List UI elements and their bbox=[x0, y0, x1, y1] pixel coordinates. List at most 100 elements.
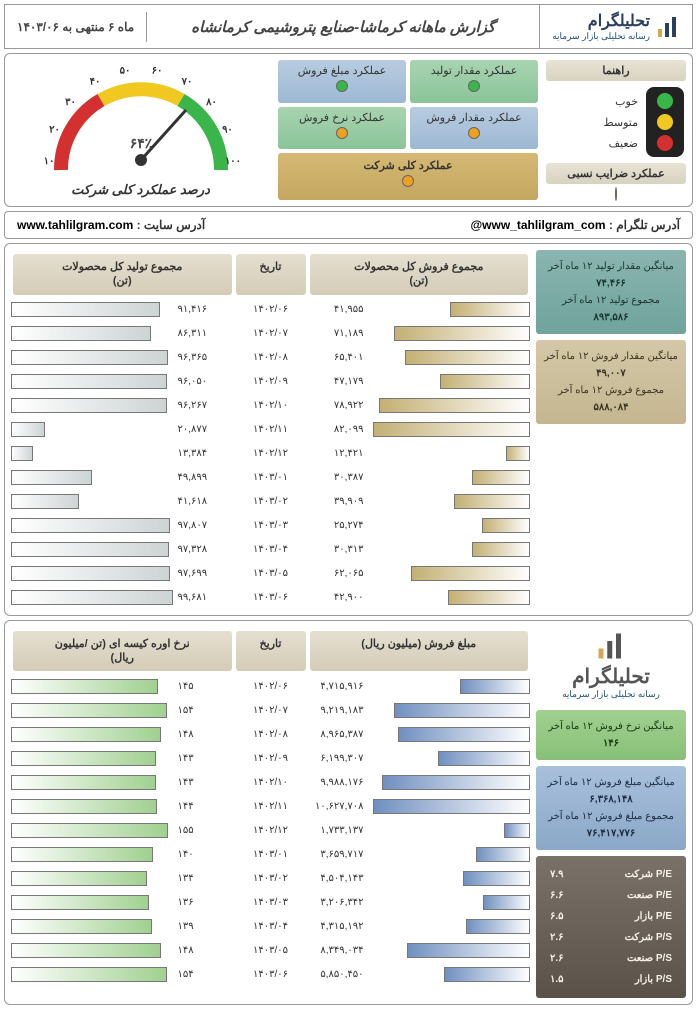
gauge-label: درصد عملکرد کلی شرکت bbox=[71, 182, 210, 198]
brand-logo-2: تحلیلگرام رسانه تحلیلی بازار سرمایه bbox=[536, 627, 686, 704]
ratios-card: P/E شرکت۷.۹P/E صنعت۶.۶P/E بازار۶.۵P/S شر… bbox=[536, 856, 686, 998]
date-cell: ۱۴۰۲/۰۹ bbox=[236, 747, 306, 769]
chart1-panel: میانگین مقدار تولید ۱۲ ماه آخر۷۴,۴۶۶ مجم… bbox=[4, 243, 693, 616]
bar-row: ۳,۲۰۶,۳۴۲ bbox=[312, 891, 531, 913]
date-cell: ۱۴۰۳/۰۶ bbox=[236, 963, 306, 985]
svg-text:۷۰: ۷۰ bbox=[180, 76, 192, 87]
perf-cell: عملکرد مقدار فروش bbox=[410, 107, 538, 150]
svg-text:۱۰: ۱۰ bbox=[43, 156, 54, 167]
svg-text:۱۰۰: ۱۰۰ bbox=[224, 156, 240, 167]
date-cell: ۱۴۰۲/۰۸ bbox=[236, 723, 306, 745]
bar-row: ۲۰,۸۷۷ bbox=[11, 419, 230, 441]
bar-row: ۹۷,۳۲۸ bbox=[11, 539, 230, 561]
rate-header: نرخ اوره کیسه ای (تن /میلیون ریال) bbox=[13, 631, 232, 672]
brand-name: تحلیلگرام bbox=[552, 11, 650, 31]
date-cell: ۱۴۰۳/۰۵ bbox=[236, 939, 306, 961]
date-header-2: تاریخ bbox=[236, 631, 306, 672]
bar-row: ۱۳۶ bbox=[11, 891, 230, 913]
date-header: تاریخ bbox=[236, 254, 306, 295]
legend-title: راهنما bbox=[546, 60, 686, 81]
perf-cell: عملکرد مقدار تولید bbox=[410, 60, 538, 103]
bar-row: ۱۵۴ bbox=[11, 963, 230, 985]
bar-row: ۵,۸۵۰,۴۵۰ bbox=[312, 963, 531, 985]
svg-text:۶۰: ۶۰ bbox=[151, 65, 162, 76]
site-link[interactable]: www.tahlilgram.com bbox=[17, 218, 133, 232]
date-cell: ۱۴۰۳/۰۶ bbox=[236, 587, 306, 609]
perf-cell: عملکرد مبلغ فروش bbox=[278, 60, 406, 103]
bar-row: ۹۹,۶۸۱ bbox=[11, 587, 230, 609]
amount-header: مبلغ فروش (میلیون ریال) bbox=[310, 631, 529, 672]
date-cell: ۱۴۰۳/۰۲ bbox=[236, 867, 306, 889]
report-title: گزارش ماهانه کرماشا-صنایع پتروشیمی کرمان… bbox=[147, 10, 539, 44]
green-light bbox=[657, 93, 673, 109]
prod-header: مجموع تولید کل محصولات (تن) bbox=[13, 254, 232, 295]
bar-row: ۳۰,۳۱۳ bbox=[312, 539, 531, 561]
bar-row: ۱۰,۶۲۷,۷۰۸ bbox=[312, 795, 531, 817]
logo-icon bbox=[591, 631, 631, 661]
bar-row: ۱۳۴ bbox=[11, 867, 230, 889]
date-cell: ۱۴۰۳/۰۴ bbox=[236, 539, 306, 561]
yellow-light bbox=[657, 114, 673, 130]
date-cell: ۱۴۰۳/۰۴ bbox=[236, 915, 306, 937]
date-cell: ۱۴۰۲/۱۱ bbox=[236, 419, 306, 441]
bar-row: ۶۲,۰۶۵ bbox=[312, 563, 531, 585]
report-date: ماه ۶ منتهی به ۱۴۰۳/۰۶ bbox=[5, 12, 147, 42]
amount-summary-card: میانگین مبلغ فروش ۱۲ ماه آخر۶,۳۶۸,۱۴۸ مج… bbox=[536, 766, 686, 850]
ratio-row: P/E صنعت۶.۶ bbox=[544, 885, 678, 906]
date-cell: ۱۴۰۲/۱۲ bbox=[236, 819, 306, 841]
date-cell: ۱۴۰۳/۰۵ bbox=[236, 563, 306, 585]
bar-row: ۱۴۵ bbox=[11, 675, 230, 697]
date-cell: ۱۴۰۲/۰۶ bbox=[236, 299, 306, 321]
sale-header: مجموع فروش کل محصولات (تن) bbox=[310, 254, 529, 295]
date-cell: ۱۴۰۲/۰۹ bbox=[236, 371, 306, 393]
bar-row: ۱,۷۳۳,۱۳۷ bbox=[312, 819, 531, 841]
date-cell: ۱۴۰۳/۰۳ bbox=[236, 891, 306, 913]
brand-logo: تحلیلگرام رسانه تحلیلی بازار سرمایه bbox=[539, 5, 692, 48]
telegram-label: آدرس تلگرام : bbox=[609, 218, 680, 232]
bar-row: ۴۲,۹۰۰ bbox=[312, 587, 531, 609]
date-cell: ۱۴۰۳/۰۲ bbox=[236, 491, 306, 513]
bar-row: ۱۴۴ bbox=[11, 795, 230, 817]
ratio-row: P/S صنعت۲.۶ bbox=[544, 948, 678, 969]
bar-row: ۴,۵۰۴,۱۴۳ bbox=[312, 867, 531, 889]
bar-row: ۴,۳۱۵,۱۹۲ bbox=[312, 915, 531, 937]
links-bar: آدرس تلگرام : @www_tahlilgram_com آدرس س… bbox=[4, 211, 693, 239]
gauge-icon: ۱۰۲۰۳۰۴۰۵۰۶۰۷۰۸۰۹۰۱۰۰ ۶۴٪ bbox=[41, 60, 241, 190]
logo-icon bbox=[656, 15, 680, 39]
brand-subtitle: رسانه تحلیلی بازار سرمایه bbox=[552, 31, 650, 42]
date-cell: ۱۴۰۲/۰۸ bbox=[236, 347, 306, 369]
rate-summary-card: میانگین نرخ فروش ۱۲ ماه آخر۱۴۶ bbox=[536, 710, 686, 760]
ratio-row: P/S شرکت۲.۶ bbox=[544, 927, 678, 948]
bar-row: ۱۳۹ bbox=[11, 915, 230, 937]
date-cell: ۱۴۰۲/۱۰ bbox=[236, 395, 306, 417]
summary-panel: راهنما خوب متوسط ضعیف عملکرد ضرایب نسبی … bbox=[4, 53, 693, 207]
bar-row: ۱۴۳ bbox=[11, 771, 230, 793]
bar-row: ۳۰,۳۸۷ bbox=[312, 467, 531, 489]
bar-row: ۹۶,۲۶۷ bbox=[11, 395, 230, 417]
svg-text:۲۰: ۲۰ bbox=[49, 125, 60, 136]
sale-summary-card: میانگین مقدار فروش ۱۲ ماه آخر۴۹,۰۰۷ مجمو… bbox=[536, 340, 686, 424]
ratio-perf-label: عملکرد ضرایب نسبی bbox=[546, 163, 686, 184]
bar-row: ۷۸,۹۲۲ bbox=[312, 395, 531, 417]
date-cell: ۱۴۰۲/۰۶ bbox=[236, 675, 306, 697]
telegram-link[interactable]: @www_tahlilgram_com bbox=[470, 218, 605, 232]
svg-text:۹۰: ۹۰ bbox=[222, 125, 233, 136]
bar-row: ۶۵,۴۰۱ bbox=[312, 347, 531, 369]
bar-row: ۴۹,۸۹۹ bbox=[11, 467, 230, 489]
date-cell: ۱۴۰۲/۰۷ bbox=[236, 699, 306, 721]
legend-bad: ضعیف bbox=[603, 137, 638, 150]
legend-mid: متوسط bbox=[603, 116, 638, 129]
overall-perf: عملکرد کلی شرکت bbox=[278, 153, 538, 200]
bar-row: ۳۹,۹۰۹ bbox=[312, 491, 531, 513]
bar-row: ۸۶,۳۱۱ bbox=[11, 323, 230, 345]
date-cell: ۱۴۰۲/۰۷ bbox=[236, 323, 306, 345]
bar-row: ۱۳,۳۸۴ bbox=[11, 443, 230, 465]
date-cell: ۱۴۰۲/۱۰ bbox=[236, 771, 306, 793]
bar-row: ۴۱,۹۵۵ bbox=[312, 299, 531, 321]
bar-row: ۹۶,۳۶۵ bbox=[11, 347, 230, 369]
bar-row: ۱۴۰ bbox=[11, 843, 230, 865]
site-label: آدرس سایت : bbox=[137, 218, 206, 232]
bar-row: ۹۱,۴۱۶ bbox=[11, 299, 230, 321]
bar-row: ۱۴۸ bbox=[11, 723, 230, 745]
svg-text:۸۰: ۸۰ bbox=[205, 97, 217, 108]
